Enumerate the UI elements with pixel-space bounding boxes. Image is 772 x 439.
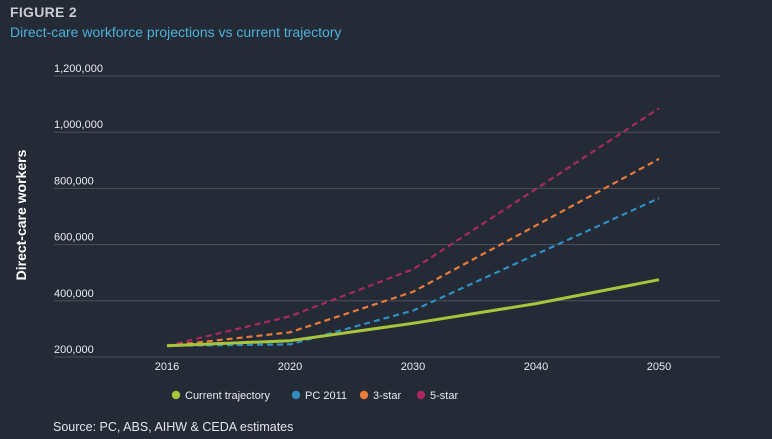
legend-label: 3-star [373, 390, 401, 402]
legend-marker [171, 390, 181, 400]
series-line-pc-2011 [166, 197, 660, 347]
figure-label: FIGURE 2 [10, 4, 77, 20]
legend-label: Current trajectory [185, 390, 270, 402]
legend-marker [416, 390, 426, 400]
x-tick-label: 2020 [278, 361, 302, 373]
y-tick-label: 800,000 [54, 175, 94, 187]
y-tick-label: 1,000,000 [54, 119, 103, 131]
y-tick-label: 1,200,000 [54, 63, 103, 75]
y-tick-label: 200,000 [54, 344, 94, 356]
x-tick-label: 2016 [155, 361, 179, 373]
series-line-current-trajectory [166, 278, 660, 348]
series-lines [166, 107, 660, 348]
legend-marker [291, 390, 301, 400]
legend-marker [359, 390, 369, 400]
series-line-3-star [166, 157, 660, 347]
legend-label: PC 2011 [305, 390, 347, 402]
y-axis-label: Direct-care workers [13, 149, 29, 280]
x-tick-label: 2050 [647, 361, 671, 373]
x-axis-ticks: 2016 2020 2030 2040 2050 [155, 361, 671, 373]
y-tick-label: 600,000 [54, 232, 94, 244]
chart-title: Direct-care workforce projections vs cur… [10, 24, 342, 40]
legend-label: 5-star [430, 390, 458, 402]
gridlines [54, 75, 720, 358]
series-line-5-star [166, 107, 660, 347]
y-tick-label: 400,000 [54, 288, 94, 300]
x-tick-label: 2030 [401, 361, 425, 373]
source-note: Source: PC, ABS, AIHW & CEDA estimates [53, 420, 294, 434]
y-axis-ticks: 200,000 400,000 600,000 800,000 1,000,000 1,2… [54, 63, 103, 356]
x-tick-label: 2040 [524, 361, 548, 373]
legend: Current trajectory PC 2011 3-star 5-star [171, 390, 458, 402]
